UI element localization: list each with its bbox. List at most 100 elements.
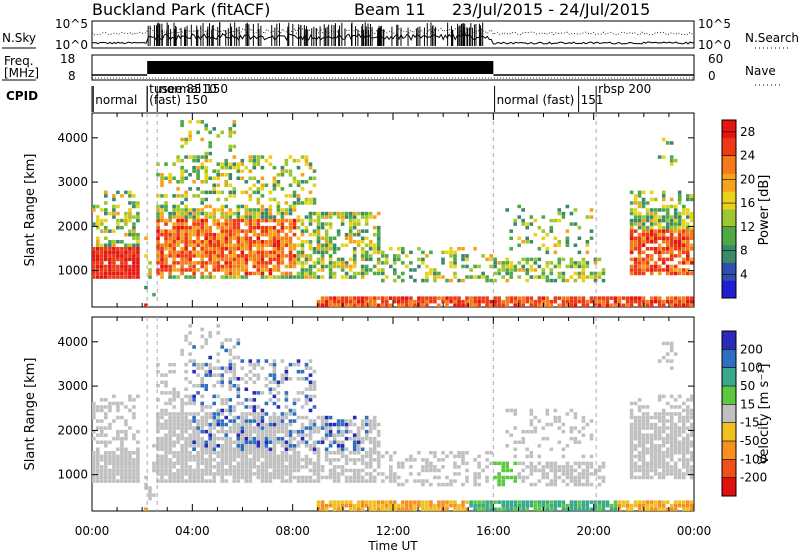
echo-cell bbox=[461, 461, 465, 466]
echo-cell bbox=[328, 257, 333, 262]
echo-cell bbox=[669, 162, 674, 166]
echo-cell bbox=[336, 232, 341, 237]
echo-cell bbox=[132, 398, 136, 402]
echo-cell bbox=[677, 405, 682, 409]
echo-cell bbox=[316, 465, 321, 469]
echo-cell bbox=[168, 268, 172, 272]
echo-cell bbox=[100, 454, 104, 459]
echo-cell bbox=[116, 401, 120, 406]
echo-cell bbox=[300, 254, 305, 258]
echo-cell bbox=[433, 278, 437, 283]
echo-cell bbox=[192, 444, 196, 448]
echo-cell bbox=[409, 507, 413, 512]
echo-cell bbox=[597, 299, 602, 304]
echo-cell bbox=[340, 261, 345, 265]
echo-cell bbox=[409, 454, 413, 459]
echo-cell bbox=[364, 243, 369, 248]
echo-cell bbox=[441, 451, 445, 455]
echo-cell bbox=[501, 465, 506, 469]
noise-left-tick-high: 10^5 bbox=[55, 17, 88, 31]
echo-cell bbox=[633, 426, 638, 430]
echo-cell bbox=[180, 225, 184, 230]
echo-cell bbox=[682, 299, 686, 304]
echo-cell bbox=[176, 250, 180, 255]
echo-cell bbox=[364, 500, 369, 504]
echo-cell bbox=[585, 422, 590, 427]
echo-cell bbox=[220, 243, 225, 248]
echo-cell bbox=[184, 275, 188, 279]
echo-cell bbox=[216, 176, 221, 181]
echo-cell bbox=[220, 419, 225, 423]
echo-cell bbox=[669, 222, 674, 226]
echo-cell bbox=[228, 173, 233, 177]
echo-cell bbox=[180, 208, 184, 212]
echo-cell bbox=[585, 303, 590, 308]
echo-cell bbox=[565, 444, 570, 448]
echo-cell bbox=[533, 429, 538, 434]
echo-cell bbox=[669, 236, 674, 241]
echo-cell bbox=[581, 475, 586, 480]
echo-cell bbox=[581, 433, 586, 437]
echo-cell bbox=[441, 275, 445, 279]
echo-cell bbox=[417, 296, 421, 300]
echo-cell bbox=[220, 401, 225, 406]
echo-cell bbox=[256, 451, 261, 455]
echo-cell bbox=[669, 468, 674, 473]
echo-cell bbox=[545, 503, 550, 508]
echo-cell bbox=[661, 444, 666, 448]
echo-cell bbox=[256, 190, 261, 195]
echo-cell bbox=[296, 451, 301, 455]
echo-cell bbox=[336, 422, 341, 427]
echo-cell bbox=[686, 415, 690, 420]
echo-cell bbox=[136, 264, 140, 269]
echo-cell bbox=[112, 250, 116, 255]
echo-cell bbox=[360, 503, 365, 508]
echo-cell bbox=[180, 458, 184, 462]
echo-cell bbox=[248, 444, 253, 448]
echo-cell bbox=[236, 465, 241, 469]
echo-cell bbox=[308, 162, 313, 166]
echo-cell bbox=[132, 243, 136, 248]
echo-cell bbox=[665, 222, 670, 226]
echo-cell bbox=[409, 296, 413, 300]
echo-cell bbox=[276, 475, 281, 480]
echo-cell bbox=[156, 440, 160, 445]
echo-cell bbox=[316, 243, 321, 248]
echo-cell bbox=[128, 243, 132, 248]
echo-cell bbox=[264, 447, 269, 452]
echo-cell bbox=[649, 218, 654, 223]
echo-cell bbox=[280, 261, 285, 265]
echo-cell bbox=[669, 296, 674, 300]
echo-cell bbox=[240, 243, 245, 248]
echo-cell bbox=[180, 201, 184, 205]
echo-cell bbox=[633, 433, 638, 437]
echo-cell bbox=[224, 444, 229, 448]
echo-cell bbox=[513, 296, 518, 300]
echo-cell bbox=[501, 299, 506, 304]
echo-cell bbox=[280, 247, 285, 251]
echo-cell bbox=[633, 447, 638, 452]
echo-cell bbox=[216, 169, 221, 173]
echo-cell bbox=[665, 215, 670, 219]
echo-cell bbox=[601, 500, 606, 504]
echo-cell bbox=[364, 433, 369, 437]
echo-cell bbox=[228, 384, 233, 388]
echo-cell bbox=[657, 268, 662, 272]
echo-cell bbox=[589, 482, 594, 487]
echo-cell bbox=[272, 454, 277, 459]
echo-cell bbox=[521, 257, 526, 262]
echo-cell bbox=[376, 243, 381, 248]
echo-cell bbox=[212, 208, 217, 212]
echo-cell bbox=[260, 419, 265, 423]
echo-cell bbox=[581, 275, 586, 279]
echo-cell bbox=[633, 429, 638, 434]
echo-cell bbox=[477, 299, 481, 304]
echo-cell bbox=[232, 130, 237, 135]
echo-cell bbox=[228, 352, 233, 356]
echo-cell bbox=[308, 468, 313, 473]
echo-cell bbox=[669, 454, 674, 459]
echo-cell bbox=[665, 204, 670, 209]
echo-cell bbox=[220, 211, 225, 216]
echo-cell bbox=[300, 173, 305, 177]
echo-cell bbox=[300, 229, 305, 233]
